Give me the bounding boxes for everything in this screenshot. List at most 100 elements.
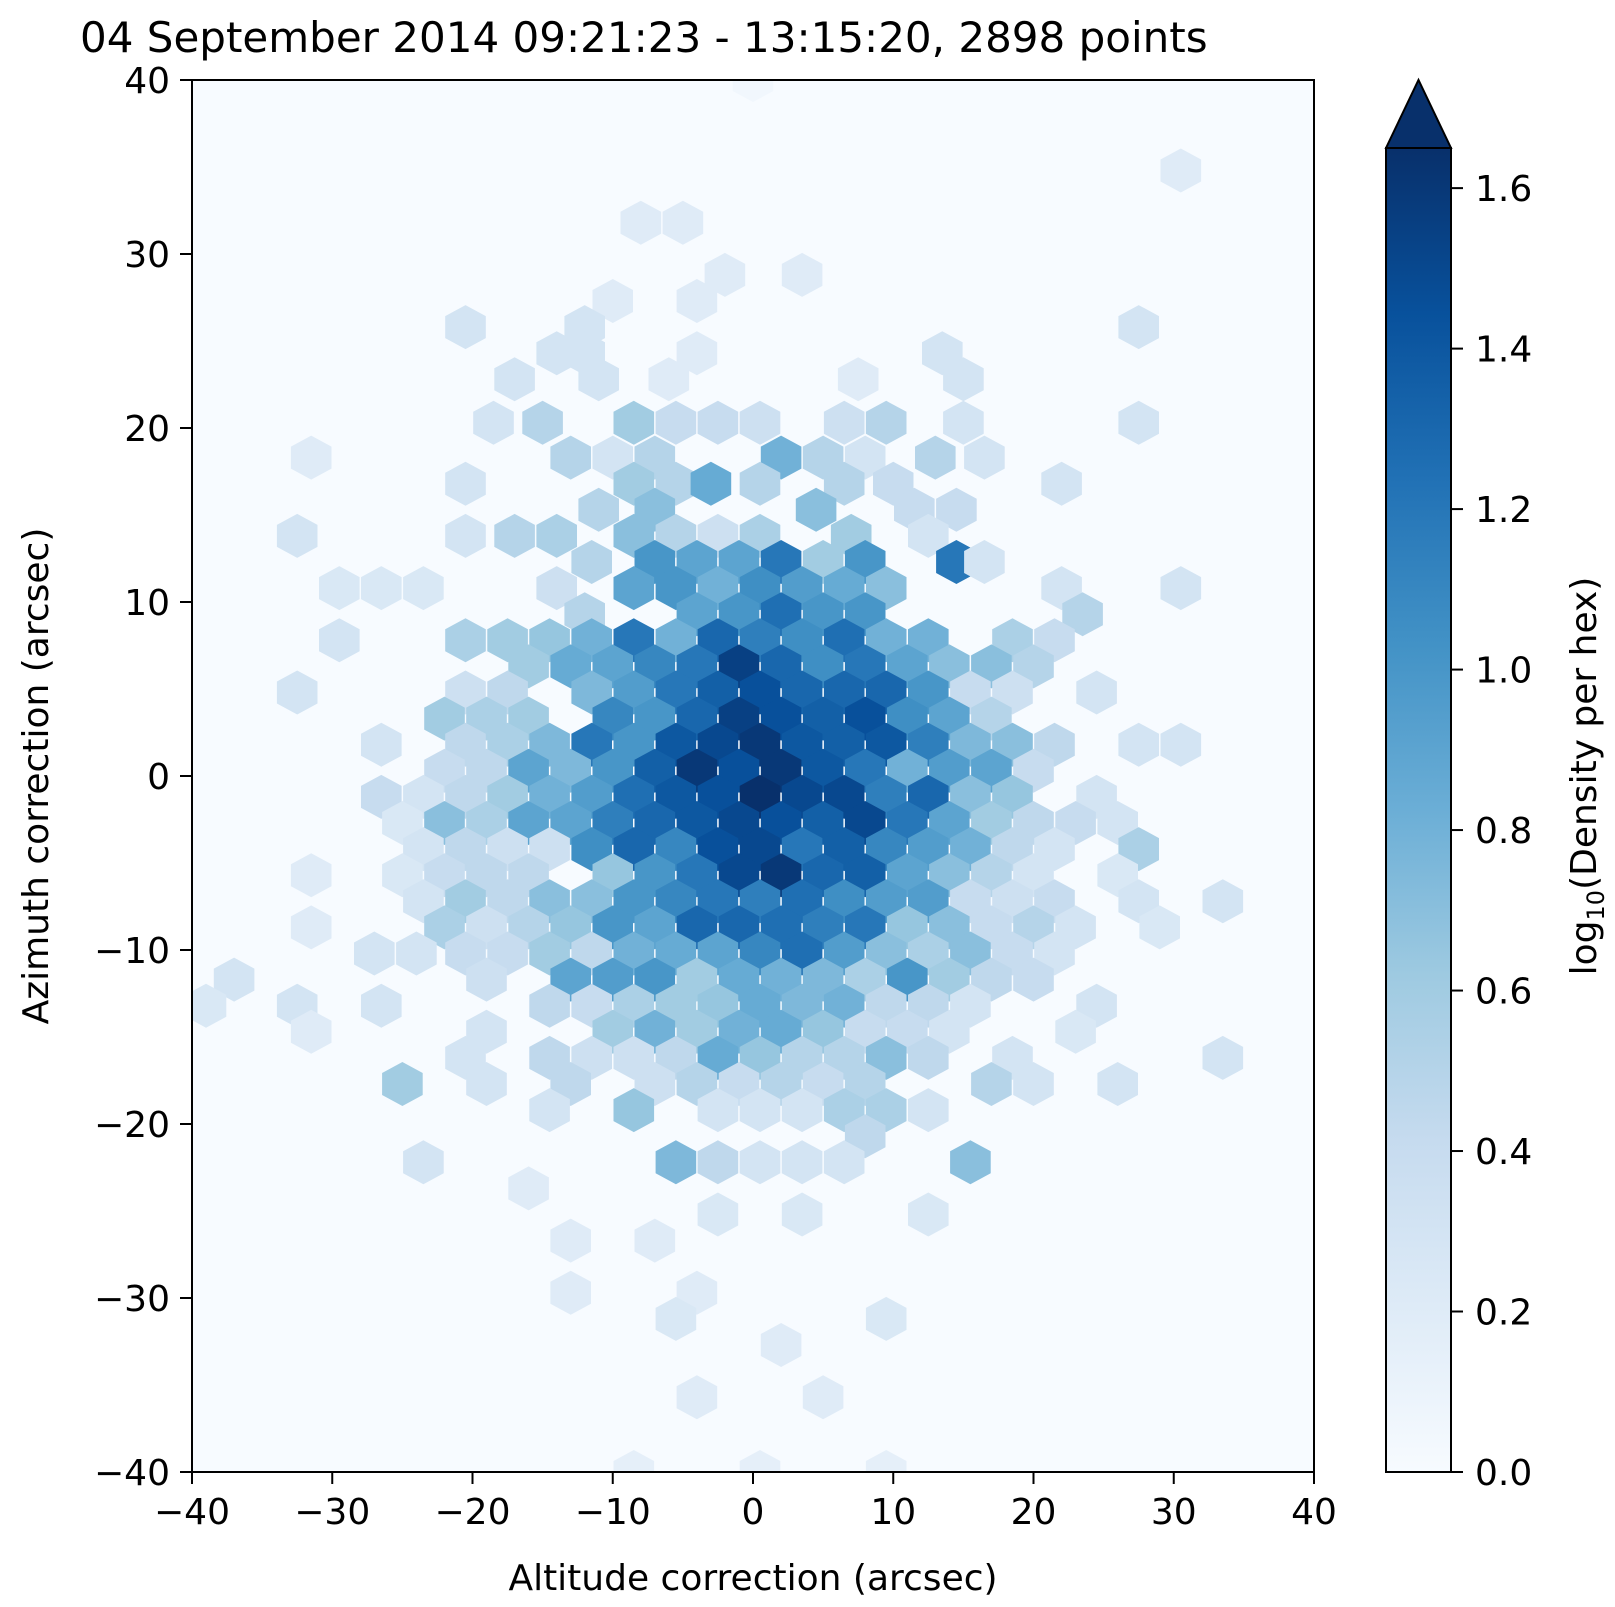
hexbin-cells bbox=[192, 80, 1244, 1472]
hex-cell bbox=[1202, 1035, 1244, 1080]
hex-cell bbox=[361, 566, 402, 611]
hex-cell bbox=[697, 400, 739, 445]
hex-cell bbox=[396, 931, 437, 976]
hex-cell bbox=[290, 435, 332, 480]
y-axis-label: Azimuth correction (arcsec) bbox=[16, 528, 57, 1025]
x-axis-label: Altitude correction (arcsec) bbox=[508, 1558, 997, 1599]
hex-cell bbox=[319, 618, 360, 663]
colorbar-tick-label: 0.4 bbox=[1475, 1132, 1532, 1173]
hex-cell bbox=[1055, 1009, 1096, 1054]
hex-cell bbox=[795, 487, 837, 532]
hex-cell bbox=[613, 1088, 655, 1133]
hex-cell bbox=[536, 566, 577, 611]
hex-cell bbox=[1118, 305, 1159, 350]
hex-cell bbox=[690, 461, 732, 506]
y-tick-label: −30 bbox=[94, 1279, 170, 1320]
hex-cell bbox=[445, 305, 486, 350]
hex-cell bbox=[361, 722, 402, 767]
hex-cell bbox=[1160, 566, 1202, 611]
hex-cell bbox=[1013, 957, 1054, 1002]
y-tick-label: 40 bbox=[124, 61, 170, 102]
hex-cell bbox=[739, 1088, 781, 1133]
hex-cell bbox=[865, 1296, 907, 1341]
hex-cell bbox=[494, 513, 535, 558]
colorbar-extend-arrow bbox=[1384, 77, 1453, 149]
x-tick-label: −20 bbox=[435, 1492, 511, 1533]
hex-cell bbox=[704, 252, 746, 297]
hex-cell bbox=[943, 400, 984, 445]
hex-cell bbox=[634, 1218, 676, 1263]
hex-cell bbox=[760, 1323, 802, 1367]
hex-cell bbox=[1139, 905, 1180, 950]
hex-cell bbox=[403, 566, 444, 611]
y-tick-label: 30 bbox=[124, 235, 170, 276]
colorbar-tick-label: 1.0 bbox=[1475, 651, 1532, 692]
hex-cell bbox=[276, 670, 318, 715]
hex-cell bbox=[676, 1375, 718, 1420]
hex-cell bbox=[1062, 592, 1103, 637]
hex-cell bbox=[361, 983, 402, 1028]
hex-cell bbox=[1041, 461, 1082, 506]
hex-cell bbox=[536, 331, 577, 376]
colorbar-tick-label: 0.2 bbox=[1475, 1293, 1532, 1334]
hex-cell bbox=[908, 1088, 949, 1133]
hex-cell bbox=[802, 1375, 844, 1420]
hex-cell bbox=[943, 357, 984, 402]
hex-cell bbox=[697, 1088, 739, 1133]
hex-cell bbox=[445, 513, 486, 558]
hex-cell bbox=[613, 400, 655, 445]
colorbar-tick-label: 1.2 bbox=[1475, 490, 1532, 531]
hex-cell bbox=[213, 957, 255, 1002]
hex-cell bbox=[536, 513, 577, 558]
x-axis-ticks: −40 −30 −20 −10 0 10 20 30 40 bbox=[154, 1472, 1337, 1533]
hex-cell bbox=[781, 1192, 823, 1237]
hex-cell bbox=[290, 1009, 332, 1054]
hex-cell bbox=[382, 1062, 423, 1106]
hex-cell bbox=[1160, 148, 1202, 193]
x-tick-label: −10 bbox=[575, 1492, 651, 1533]
hex-cell bbox=[936, 487, 977, 532]
hex-cell bbox=[697, 1192, 739, 1237]
hex-cell bbox=[908, 1192, 949, 1237]
hex-cell bbox=[964, 435, 1005, 480]
hex-cell bbox=[971, 1062, 1012, 1106]
hex-cell bbox=[837, 357, 879, 402]
colorbar-tick-label: 0.8 bbox=[1475, 811, 1532, 852]
hex-cell bbox=[578, 357, 619, 402]
hex-cell bbox=[192, 983, 227, 1028]
hex-cell bbox=[620, 200, 662, 245]
hex-cell bbox=[781, 1088, 823, 1133]
colorbar-gradient bbox=[1386, 148, 1451, 1472]
hex-cell bbox=[915, 435, 956, 480]
x-tick-label: −30 bbox=[294, 1492, 370, 1533]
colorbar-tick-label: 0.0 bbox=[1475, 1453, 1532, 1494]
colorbar-label-log: log bbox=[1564, 920, 1605, 975]
colorbar-label-sub: 10 bbox=[1582, 890, 1610, 921]
hex-cell bbox=[739, 1450, 781, 1472]
hex-cell bbox=[550, 435, 591, 480]
hex-cell bbox=[732, 80, 774, 102]
hex-cell bbox=[529, 1088, 570, 1133]
colorbar-ticks: 0.0 0.2 0.4 0.6 0.8 1.0 1.2 1.4 1.6 bbox=[1451, 169, 1532, 1494]
hex-cell bbox=[676, 279, 718, 323]
y-tick-label: 20 bbox=[124, 409, 170, 450]
hex-cell bbox=[1118, 722, 1159, 767]
hex-cell bbox=[466, 1062, 507, 1106]
hex-cell bbox=[494, 357, 535, 402]
hex-cell bbox=[290, 853, 332, 898]
colorbar-label-text: (Density per hex) bbox=[1564, 577, 1605, 890]
y-tick-label: −20 bbox=[94, 1105, 170, 1146]
colorbar-frame bbox=[1385, 147, 1452, 1473]
colorbar: 0.0 0.2 0.4 0.6 0.8 1.0 1.2 1.4 1.6 log10(Densit… bbox=[1384, 77, 1610, 1494]
x-tick-label: −40 bbox=[154, 1492, 230, 1533]
hex-cell bbox=[550, 1218, 591, 1263]
hex-cell bbox=[739, 461, 781, 506]
hex-cell bbox=[1013, 1062, 1054, 1106]
y-tick-label: 0 bbox=[147, 757, 170, 798]
hex-cell bbox=[865, 400, 907, 445]
hex-cell bbox=[697, 1140, 739, 1185]
hex-cell bbox=[445, 461, 486, 506]
hex-cell bbox=[908, 513, 949, 558]
hex-cell bbox=[655, 1140, 697, 1185]
y-tick-label: −40 bbox=[94, 1453, 170, 1494]
